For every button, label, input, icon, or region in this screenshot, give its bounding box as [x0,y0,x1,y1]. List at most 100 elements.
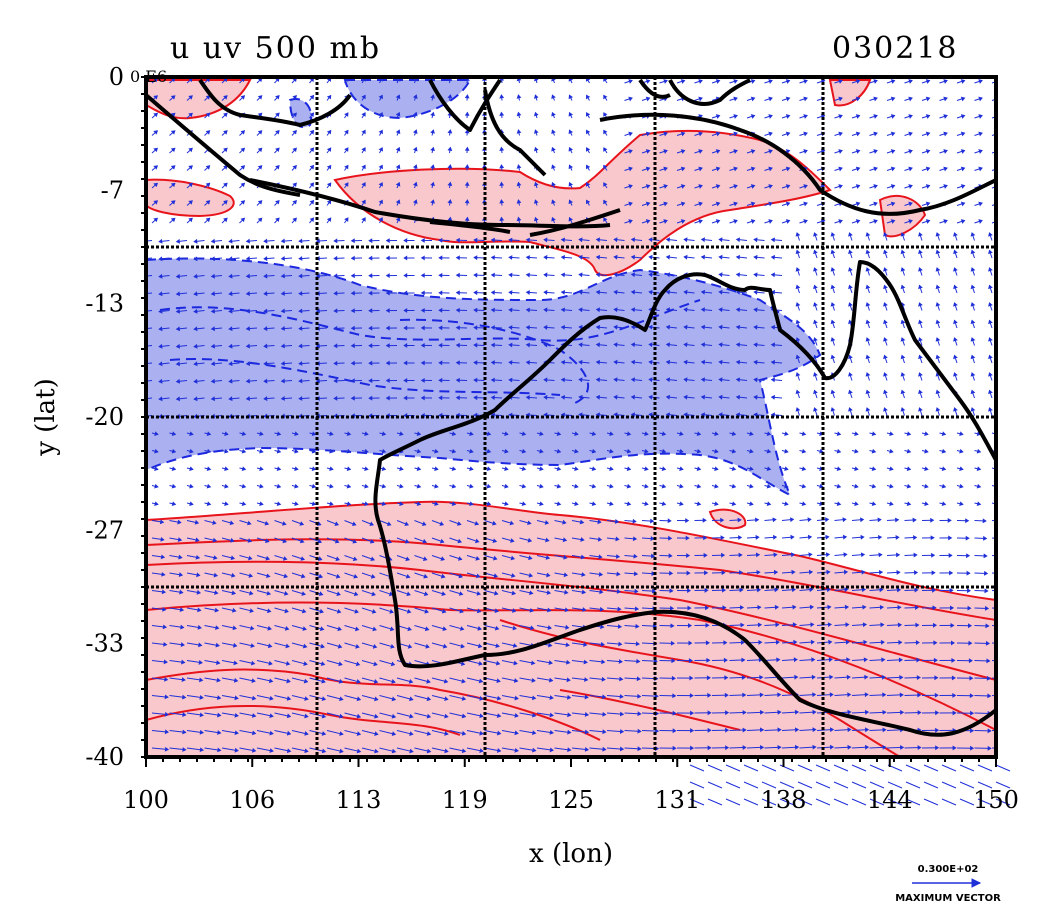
wind-vector-head [768,219,773,224]
wind-vector-head [378,182,383,187]
wind-vector-head [159,519,165,525]
wind-vector-head [742,692,747,698]
wind-vector-head [534,181,539,187]
wind-vector-head [703,552,708,558]
wind-vector-head [636,676,641,682]
wind-vector-head [385,290,390,296]
wind-vector-head [275,147,280,153]
wind-vector-head [490,237,495,243]
wind-vector-head [315,343,320,349]
wind-vector-head [205,200,211,205]
wind-vector-head [469,501,474,507]
wind-vector-head [718,289,723,295]
wind-vector-head [299,538,305,544]
wind-vector-head [768,149,773,154]
wind-vector-head [223,112,228,118]
wind-vector-head [755,517,760,523]
wind-vector-head [280,396,285,401]
wind-vector-head [241,466,247,472]
wind-vector-head [368,273,373,279]
wind-vector-head [178,554,183,560]
wind-vector-head [890,114,896,119]
wind-vector-head [970,710,975,716]
wind-vector-head [175,273,180,279]
wind-vector-head [820,149,826,154]
wind-vector-head [309,147,315,153]
wind-vector-head [731,448,737,454]
wind-vector-head [810,622,815,628]
wind-vector-head [700,377,705,383]
wind-vector-head [941,483,947,489]
wind-vector-head [645,149,651,154]
wind-vector-head [825,552,831,558]
wind-vector-head [385,325,390,331]
wind-vector-head [766,483,772,489]
tick-marks [141,76,997,767]
wind-vector-head [881,657,886,663]
wind-vector-head [770,254,775,260]
wind-vector-head [346,431,352,437]
wind-vector-head [371,608,377,614]
wind-vector-head [855,166,861,172]
wind-vector-head [1001,537,1004,540]
wind-vector-head [353,591,359,597]
wind-vector-head [848,232,853,237]
wind-vector-head [733,184,738,189]
wind-vector-head [281,521,287,526]
wind-vector-head [543,254,548,260]
wind-vector-head [223,200,228,205]
wind-vector-head [753,394,758,400]
wind-vector-head [825,534,830,540]
wind-vector-head [613,254,618,260]
wind-vector-head [372,626,377,632]
wind-vector-head [890,79,896,84]
wind-vector-head [913,552,918,558]
wind-vector-head [970,745,975,751]
wind-vector-head [154,501,159,507]
wind-vector-head [444,713,449,719]
wind-vector-head [813,372,818,377]
wind-vector-head [665,272,671,278]
wind-vector-head [210,291,215,297]
wind-vector-head [539,448,544,454]
wind-vector-head [854,466,859,472]
wind-vector-head [578,237,583,243]
wind-vector-head [164,676,169,682]
wind-vector-head [516,181,522,187]
wind-vector-head [240,217,246,223]
wind-vector-head [548,677,554,683]
wind-vector-head [883,267,888,272]
wind-vector-head [321,713,327,719]
wind-vector-head [820,219,826,224]
wind-vectors-outside [689,764,1011,806]
wind-vector-head [309,182,315,188]
wind-vector-head [280,378,285,384]
wind-vector [851,781,867,789]
wind-vector-head [216,677,221,683]
wind-vector-head [486,448,492,454]
wind-vector [833,798,849,806]
wind-vector-head [504,466,509,472]
wind-vector-head [294,431,299,437]
wind-vector-head [970,302,976,307]
wind-vector-head [953,232,958,237]
wind-vector-head [423,573,429,579]
wind-vector-head [738,570,744,575]
wind-vector-head [844,587,849,593]
wind-vector-head [698,131,703,137]
wind-vector-head [847,727,852,733]
wind-vector-head [153,200,159,205]
wind-vector-head [301,608,307,614]
wind-vector-head [848,389,853,395]
wind-vector-head [661,431,667,437]
wind-vector-head [329,448,334,454]
wind-vector-head [424,626,430,632]
wind-vector-head [988,302,993,307]
wind-vector-head [768,184,773,189]
wind-vector-head [988,337,993,342]
wind-vector-head [795,337,801,342]
wind-vector-head [595,237,600,243]
wind-vector-head [525,272,530,278]
wind-vector-head [551,164,556,169]
wind-vector-head [579,519,585,525]
